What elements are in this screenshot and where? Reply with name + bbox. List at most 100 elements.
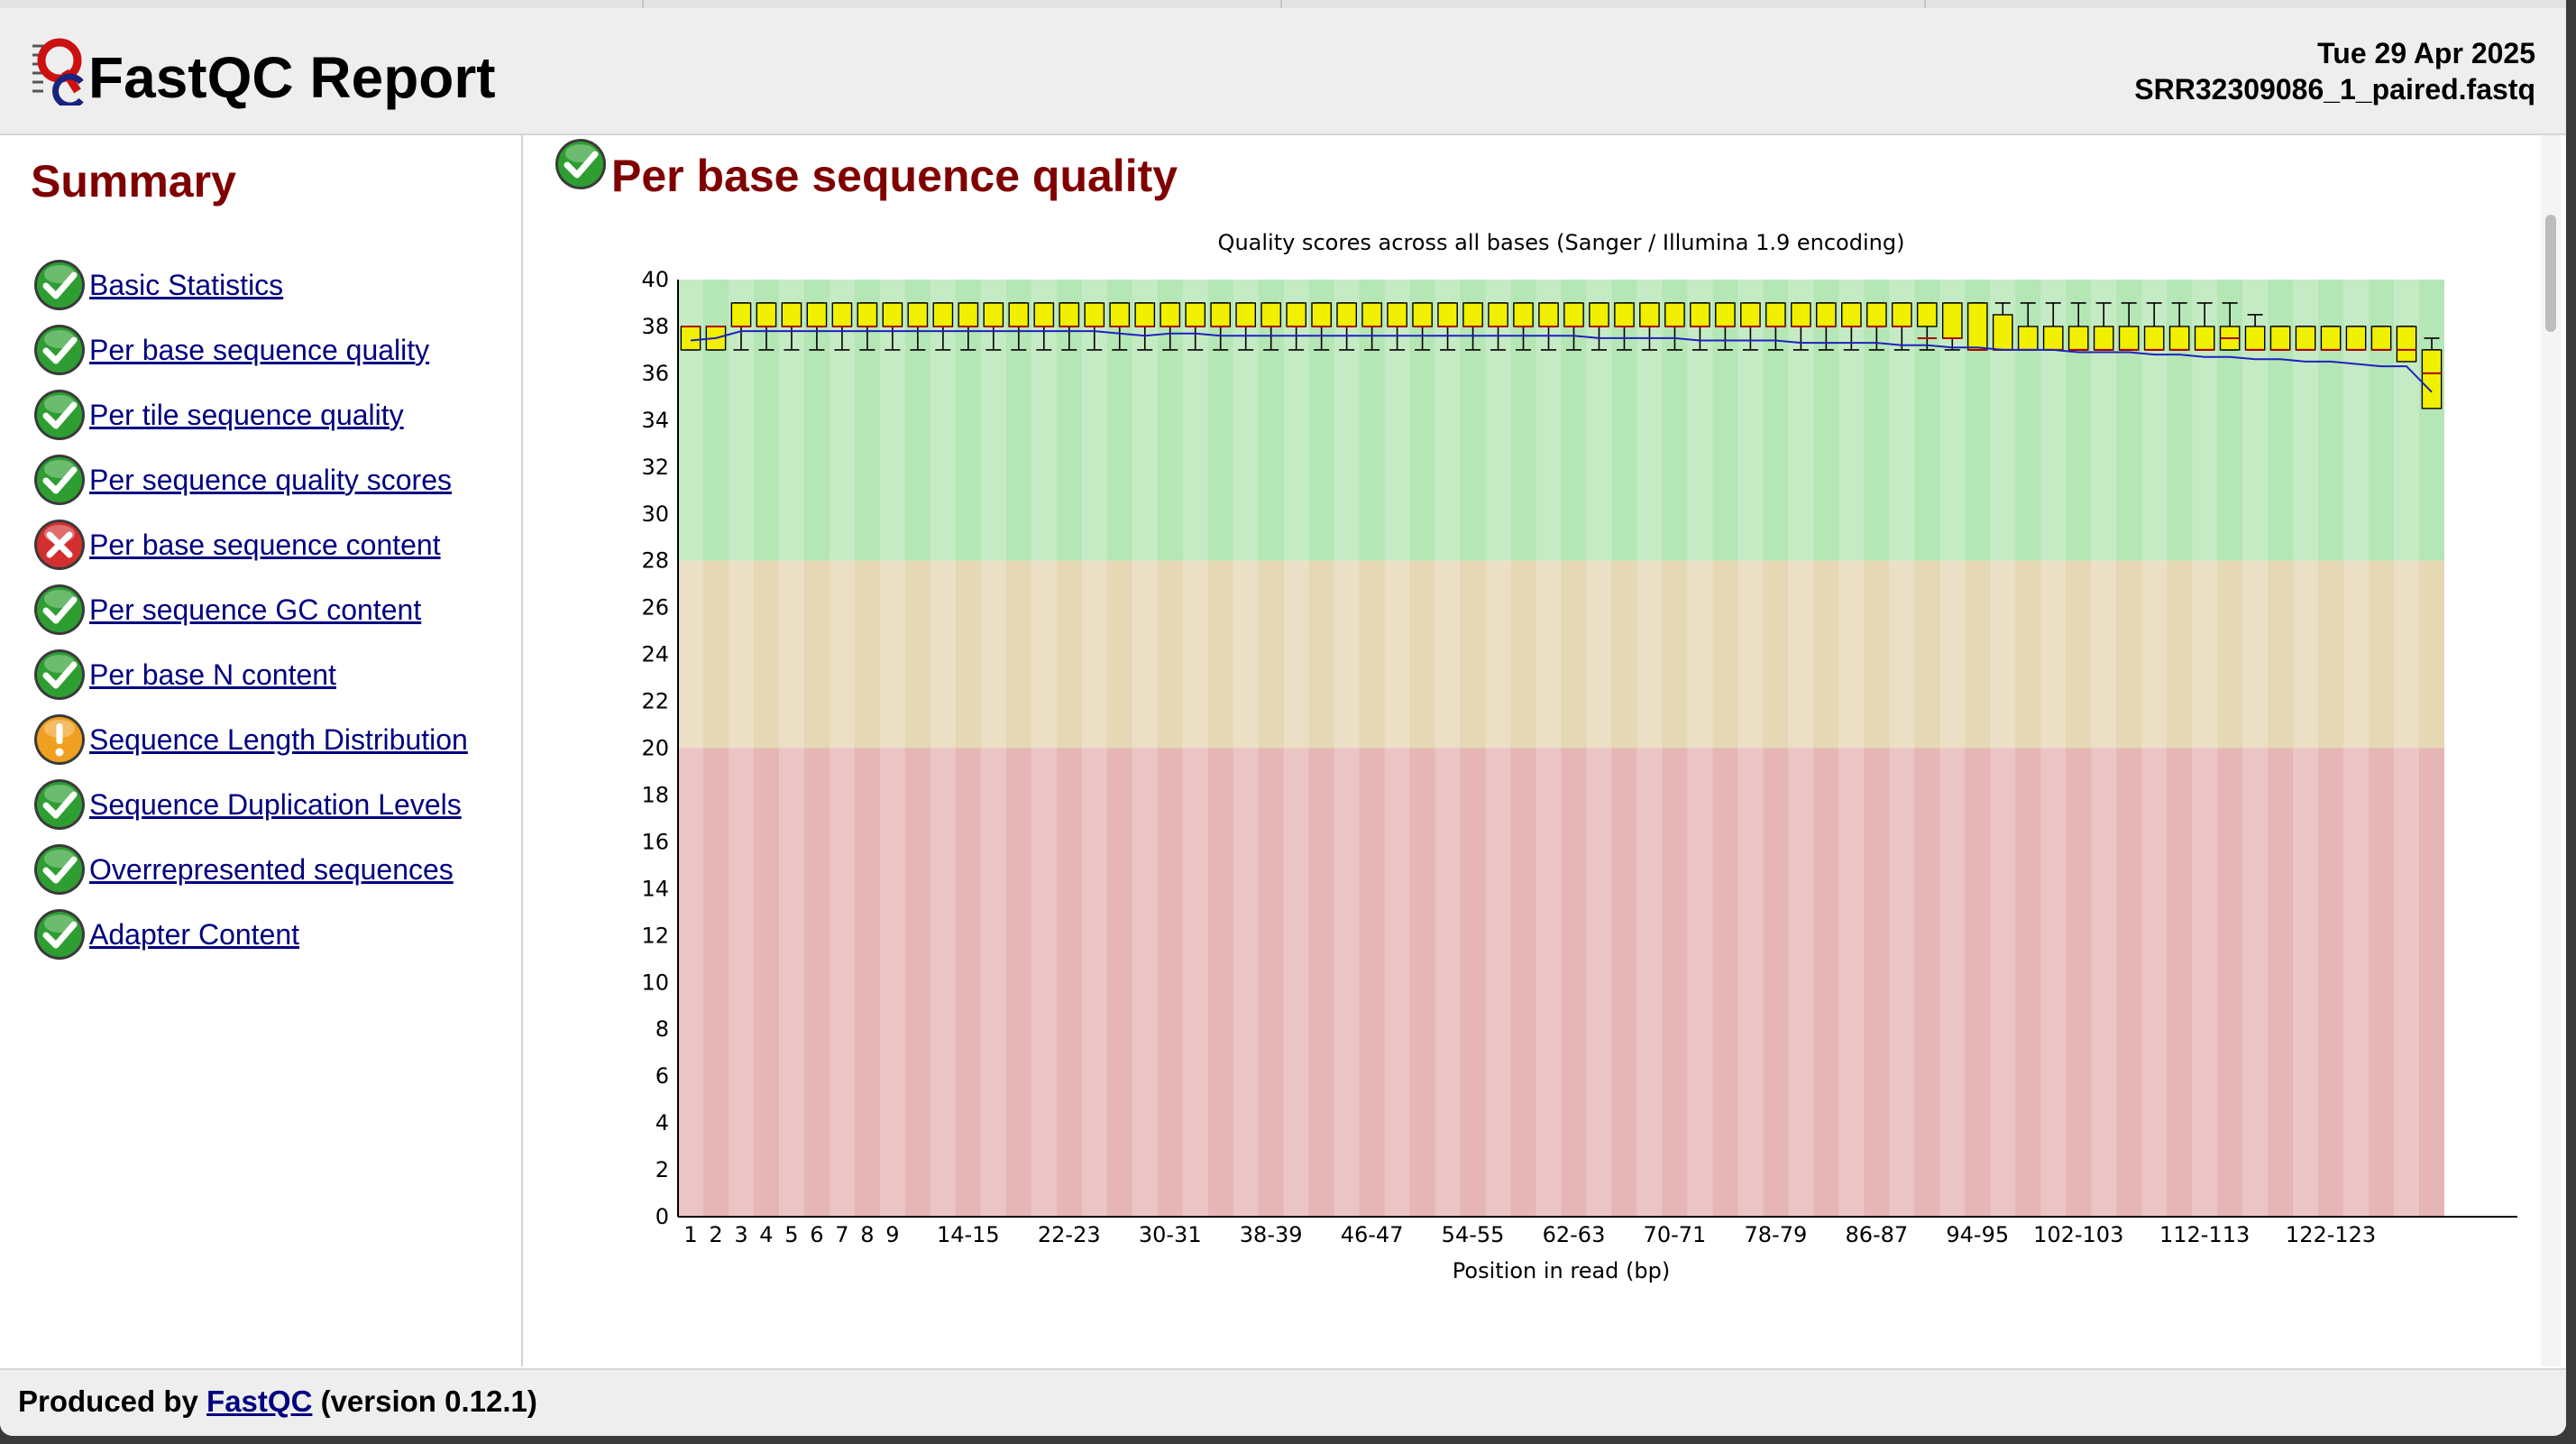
module-item: Overrepresented sequences [32, 837, 468, 902]
box [1589, 302, 1609, 327]
box [2093, 326, 2114, 351]
box [1916, 302, 1938, 327]
x-tick-label: 70-71 [1644, 1222, 1707, 1247]
module-item: Per base N content [32, 642, 468, 707]
column-stripe [1737, 280, 1764, 1217]
footer-suffix: (version 0.12.1) [312, 1384, 537, 1418]
column-stripe [2192, 280, 2218, 1217]
y-tick-label: 22 [641, 689, 669, 714]
module-link[interactable]: Overrepresented sequences [89, 852, 454, 886]
x-tick-label: 6 [810, 1222, 823, 1247]
module-link[interactable]: Per base sequence content [89, 528, 441, 561]
column-stripe [879, 280, 905, 1217]
box [1664, 302, 1685, 327]
module-link[interactable]: Sequence Length Distribution [89, 722, 468, 756]
pass-icon [34, 649, 85, 700]
column-stripe [1536, 280, 1562, 1217]
x-tick-label: 5 [784, 1222, 798, 1247]
box [2194, 326, 2215, 351]
x-tick-label: 14-15 [937, 1222, 1000, 1247]
box [1210, 302, 1232, 327]
box [2396, 326, 2417, 363]
column-stripe [778, 280, 804, 1217]
module-link[interactable]: Per sequence GC content [89, 593, 422, 626]
column-stripe [2293, 280, 2319, 1217]
scrollbar-thumb[interactable] [2545, 215, 2556, 332]
y-tick-label: 28 [641, 548, 669, 574]
column-stripe [930, 280, 956, 1217]
report-filename: SRR32309086_1_paired.fastq [2134, 73, 2535, 106]
column-stripe [1687, 280, 1713, 1217]
box [1412, 302, 1433, 327]
y-tick-label: 10 [641, 970, 669, 995]
module-item: Adapter Content [32, 902, 468, 967]
box [781, 302, 802, 327]
box [1387, 302, 1407, 327]
x-tick-label: 4 [759, 1222, 773, 1247]
y-tick-label: 34 [641, 408, 669, 433]
box [1286, 302, 1306, 327]
footer-text: Produced by FastQC (version 0.12.1) [18, 1384, 537, 1419]
module-item: Sequence Duplication Levels [32, 772, 468, 837]
box [2017, 326, 2039, 351]
box [1538, 302, 1559, 327]
module-link[interactable]: Per base N content [89, 658, 336, 691]
section-title: Per base sequence quality [611, 151, 1178, 201]
column-stripe [1939, 280, 1966, 1217]
box [1361, 302, 1382, 327]
box [932, 302, 954, 327]
module-item: Per sequence GC content [32, 577, 468, 642]
module-link[interactable]: Per tile sequence quality [89, 398, 404, 431]
module-list: Basic Statistics Per base sequence qualit… [32, 253, 468, 967]
box [1160, 302, 1181, 327]
column-stripe [1485, 280, 1511, 1217]
column-stripe [1435, 280, 1461, 1217]
y-tick-label: 16 [641, 829, 669, 854]
x-tick-label: 86-87 [1845, 1222, 1908, 1247]
y-tick-label: 12 [641, 923, 669, 948]
box [1866, 302, 1887, 327]
module-link[interactable]: Per base sequence quality [89, 333, 430, 366]
box [1109, 302, 1131, 327]
tab-divider [1280, 0, 1282, 8]
x-tick-label: 94-95 [1946, 1222, 2009, 1247]
box [680, 326, 701, 351]
module-link[interactable]: Sequence Duplication Levels [89, 787, 462, 821]
fail-icon [34, 520, 85, 570]
pass-icon [34, 455, 85, 505]
box [1941, 302, 1963, 339]
box [1260, 302, 1281, 327]
report-date: Tue 29 Apr 2025 [2317, 37, 2535, 69]
x-tick-label: 1 [683, 1222, 697, 1247]
vertical-scrollbar[interactable] [2541, 135, 2561, 1366]
box [1336, 302, 1357, 327]
module-link[interactable]: Basic Statistics [89, 268, 284, 301]
x-tick-label: 38-39 [1240, 1222, 1303, 1247]
module-item: Basic Statistics [32, 253, 468, 317]
pass-icon [34, 779, 85, 830]
summary-title: Summary [31, 156, 236, 207]
column-stripe [1031, 280, 1057, 1217]
pass-icon [34, 844, 85, 895]
module-link[interactable]: Per sequence quality scores [89, 463, 452, 496]
box [2168, 326, 2190, 351]
module-link[interactable]: Adapter Content [89, 917, 300, 951]
column-stripe [678, 280, 703, 1217]
column-stripe [1990, 280, 2016, 1217]
box [831, 302, 853, 327]
column-stripe [1081, 280, 1107, 1217]
box [1059, 302, 1080, 327]
y-tick-label: 30 [641, 501, 669, 527]
column-stripe [1334, 280, 1360, 1217]
y-tick-label: 18 [641, 782, 669, 807]
fastqc-link[interactable]: FastQC [206, 1384, 313, 1418]
box [2421, 349, 2443, 409]
column-stripe [1889, 280, 1915, 1217]
pass-icon [34, 325, 85, 375]
box [1235, 302, 1257, 327]
column-stripe [2242, 280, 2269, 1217]
x-tick-label: 62-63 [1543, 1222, 1606, 1247]
pass-icon [34, 260, 85, 310]
y-tick-label: 14 [641, 876, 669, 901]
x-tick-label: 112-113 [2159, 1222, 2250, 1247]
